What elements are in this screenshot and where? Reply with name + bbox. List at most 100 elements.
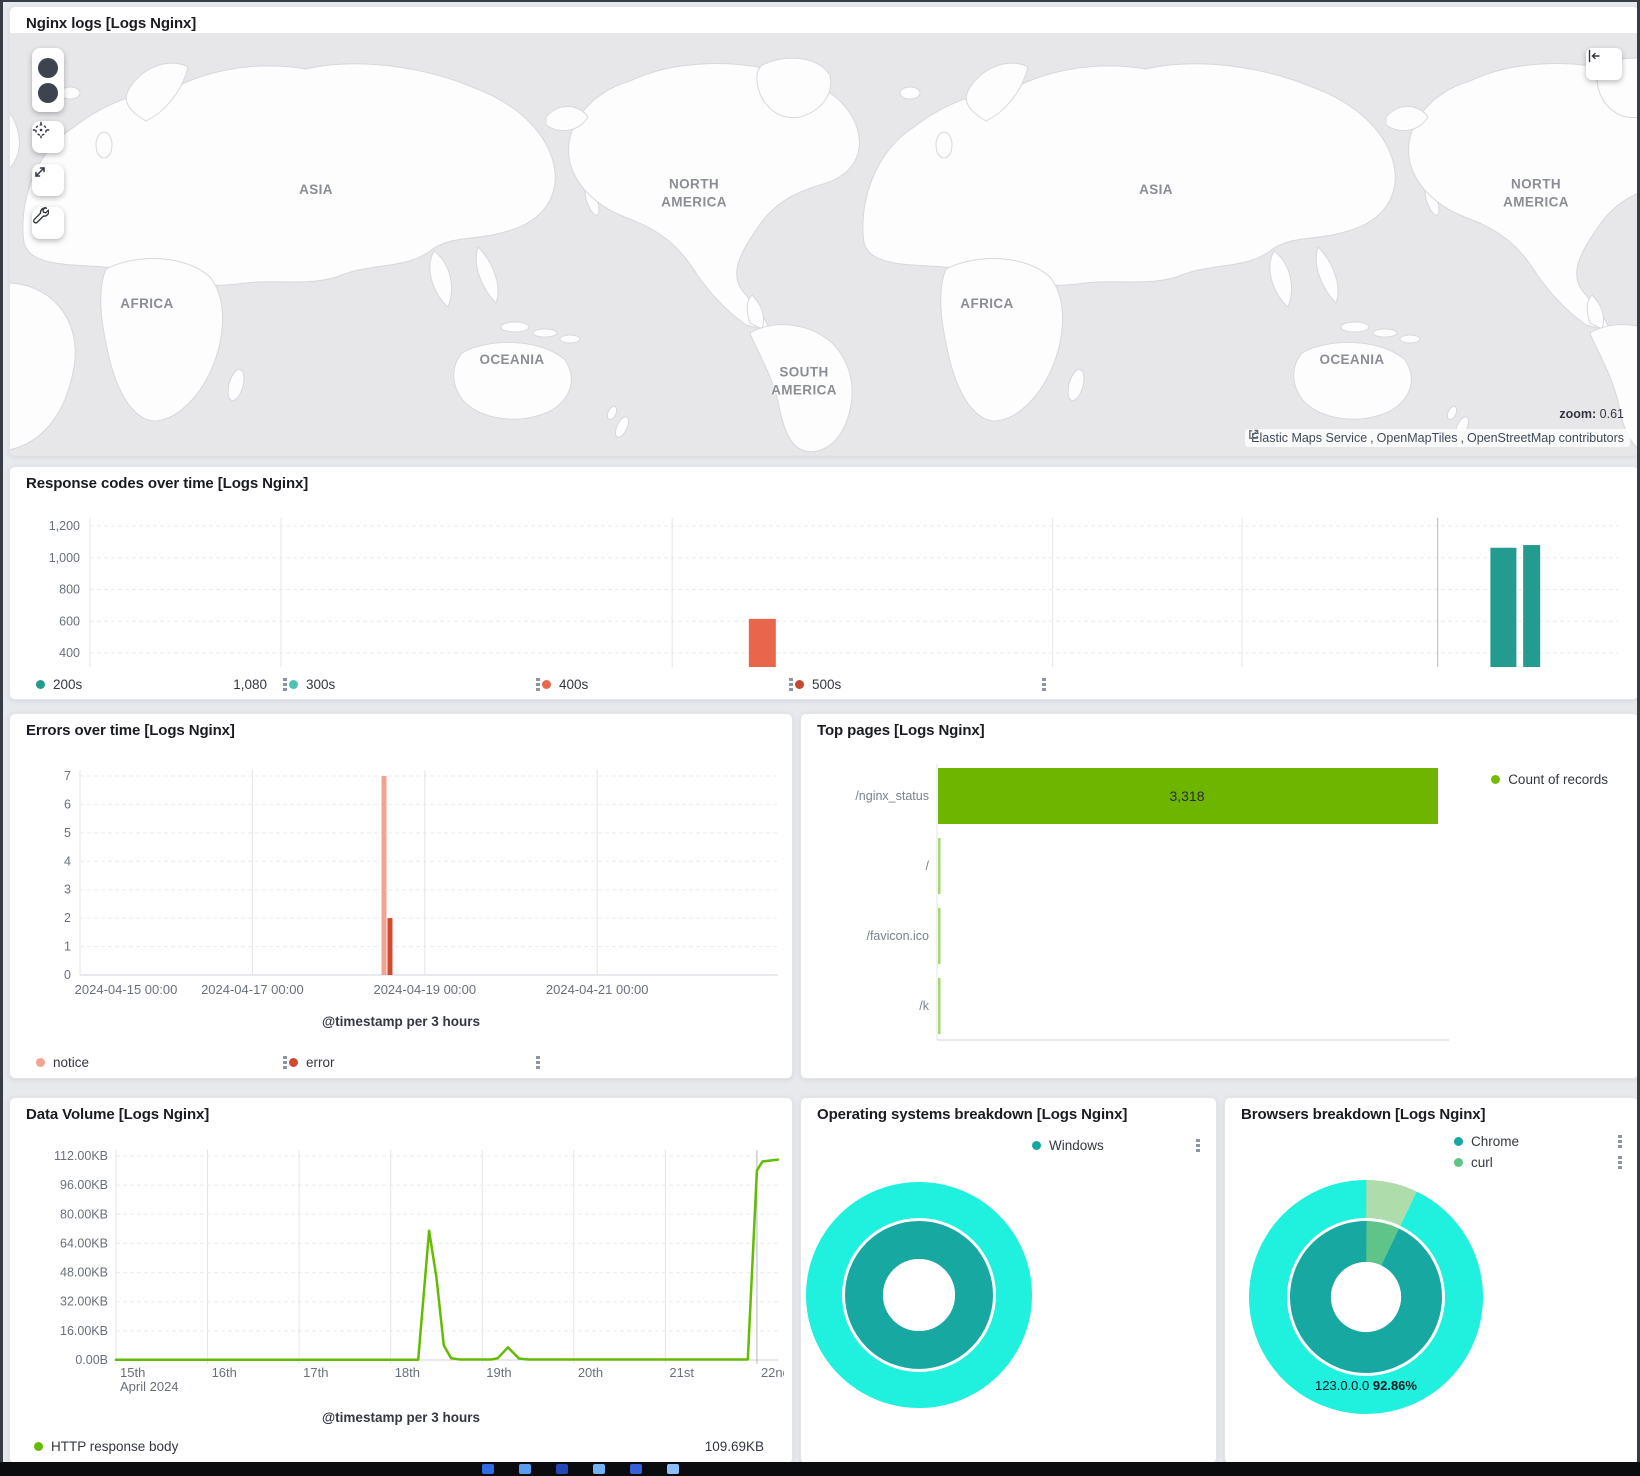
taskbar-app-icon[interactable] bbox=[630, 1464, 642, 1474]
minus-icon bbox=[32, 53, 44, 55]
errors-chart[interactable]: 0 1 2 3 4 5 6 7 2024-04-15 00:00 2024-04-17 00:00… bbox=[18, 740, 784, 1006]
legend-item-300s[interactable]: 300s bbox=[289, 677, 542, 692]
legend-item-count-of-records[interactable]: Count of records bbox=[1491, 772, 1616, 787]
bar-/k[interactable] bbox=[938, 978, 941, 1034]
svg-text:2: 2 bbox=[64, 911, 71, 925]
data-volume-chart[interactable]: 0.00B 16.00KB 32.00KB 48.00KB 64.00KB 80.00KB… bbox=[18, 1132, 784, 1404]
bar-400s[interactable] bbox=[748, 618, 776, 667]
os-legend: Windows bbox=[1032, 1138, 1202, 1153]
bar-/nginx_status[interactable] bbox=[938, 768, 1438, 824]
svg-text:5: 5 bbox=[64, 826, 71, 840]
legend-collapse-button[interactable] bbox=[1586, 48, 1622, 80]
errors-legend: notice error bbox=[36, 1055, 776, 1070]
x-axis-title: @timestamp per 3 hours bbox=[322, 1014, 480, 1029]
legend-actions-icon[interactable] bbox=[1042, 677, 1046, 692]
collapse-left-icon bbox=[1588, 49, 1600, 63]
panel-title: Operating systems breakdown [Logs Nginx] bbox=[817, 1106, 1128, 1123]
legend-item-windows[interactable]: Windows bbox=[1032, 1138, 1202, 1153]
taskbar-app-icon[interactable] bbox=[593, 1464, 605, 1474]
legend-label: Chrome bbox=[1471, 1134, 1520, 1149]
legend-actions-icon[interactable] bbox=[1618, 1155, 1622, 1170]
legend-item-http-response-body[interactable]: HTTP response body 109.69KB bbox=[34, 1439, 772, 1454]
legend-value: 1,080 bbox=[233, 677, 267, 692]
panel-top-pages: Top pages [Logs Nginx] /nginx_status 3,31… bbox=[800, 713, 1637, 1079]
os-donut-chart[interactable] bbox=[801, 1158, 1051, 1458]
slice-annotation: 123.0.0.0 92.86% bbox=[1315, 1378, 1417, 1393]
svg-text:1: 1 bbox=[64, 940, 71, 954]
legend-actions-icon[interactable] bbox=[536, 677, 540, 692]
legend-actions-icon[interactable] bbox=[283, 1055, 287, 1070]
legend-label: Windows bbox=[1049, 1138, 1104, 1153]
taskbar[interactable] bbox=[0, 1462, 1640, 1476]
taskbar-app-icon[interactable] bbox=[519, 1464, 531, 1474]
world-map[interactable]: ASIA NORTH AMERICA AFRICA OCEANIA SOUTH … bbox=[10, 33, 1637, 455]
map-label-north-america: NORTH AMERICA bbox=[661, 176, 727, 209]
legend-item-curl[interactable]: curl bbox=[1454, 1155, 1624, 1170]
attribution-link[interactable]: OpenStreetMap contributors bbox=[1466, 431, 1624, 445]
svg-text:96.00KB: 96.00KB bbox=[60, 1178, 108, 1192]
legend-item-500s[interactable]: 500s bbox=[795, 677, 1048, 692]
bar-200s[interactable] bbox=[1490, 547, 1517, 667]
svg-text:16th: 16th bbox=[212, 1365, 237, 1380]
donut-slice[interactable] bbox=[806, 1182, 1032, 1408]
legend-actions-icon[interactable] bbox=[1196, 1138, 1200, 1153]
legend-item-notice[interactable]: notice bbox=[36, 1055, 289, 1070]
svg-text:19th: 19th bbox=[486, 1365, 511, 1380]
x-axis-title: @timestamp per 3 hours bbox=[322, 1410, 480, 1425]
bar-/[interactable] bbox=[938, 838, 941, 894]
legend-item-error[interactable]: error bbox=[289, 1055, 542, 1070]
svg-text:/favicon.ico: /favicon.ico bbox=[866, 929, 929, 943]
map-label-oceania-2: OCEANIA bbox=[1319, 352, 1385, 368]
tools-button[interactable] bbox=[32, 207, 64, 239]
attribution-link[interactable]: Elastic Maps Service bbox=[1251, 431, 1368, 445]
bar-error[interactable] bbox=[387, 918, 393, 975]
legend-item-200s[interactable]: 200s 1,080 bbox=[36, 677, 289, 692]
legend-actions-icon[interactable] bbox=[536, 1055, 540, 1070]
top-pages-legend: Count of records bbox=[1491, 772, 1616, 787]
map-label-south-america: SOUTH AMERICA bbox=[771, 364, 837, 397]
legend-item-chrome[interactable]: Chrome bbox=[1454, 1134, 1624, 1149]
svg-text:18th: 18th bbox=[395, 1365, 420, 1380]
panel-title: Errors over time [Logs Nginx] bbox=[26, 722, 235, 739]
zoom-in-button[interactable] bbox=[32, 48, 58, 78]
locate-button[interactable] bbox=[32, 121, 64, 153]
top-pages-chart[interactable]: /nginx_status 3,318 / /favicon.ico/k bbox=[809, 744, 1489, 1064]
map-label-north-america-2: NORTH AMERICA bbox=[1503, 176, 1569, 209]
line-series-http-response-body[interactable] bbox=[114, 1158, 780, 1361]
legend-label: Count of records bbox=[1508, 772, 1608, 787]
bar-notice[interactable] bbox=[381, 776, 387, 975]
panel-response-codes: Response codes over time [Logs Nginx] 40… bbox=[9, 466, 1637, 700]
svg-text:7: 7 bbox=[64, 769, 71, 783]
legend-dot bbox=[1491, 775, 1501, 784]
legend-dot bbox=[1454, 1158, 1463, 1167]
legend-item-400s[interactable]: 400s bbox=[542, 677, 795, 692]
panel-os-breakdown: Operating systems breakdown [Logs Nginx]… bbox=[800, 1097, 1217, 1462]
bar-200s[interactable] bbox=[1523, 545, 1541, 667]
svg-text:21st: 21st bbox=[669, 1365, 694, 1380]
legend-actions-icon[interactable] bbox=[1618, 1134, 1622, 1149]
response-codes-chart[interactable]: 400 600 800 1,000 1,200 bbox=[20, 485, 1628, 667]
legend-actions-icon[interactable] bbox=[789, 677, 793, 692]
fit-to-data-button[interactable] bbox=[32, 164, 64, 196]
svg-text:1,200: 1,200 bbox=[49, 519, 80, 533]
map-zoom-control bbox=[32, 48, 64, 112]
attribution-link[interactable]: OpenMapTiles bbox=[1376, 431, 1458, 445]
legend-label: error bbox=[306, 1055, 335, 1070]
taskbar-app-icon[interactable] bbox=[667, 1464, 679, 1474]
taskbar-app-icon[interactable] bbox=[482, 1464, 494, 1474]
svg-text:1,000: 1,000 bbox=[49, 551, 80, 565]
legend-dot bbox=[289, 680, 298, 689]
zoom-out-button[interactable] bbox=[32, 53, 58, 103]
panel-errors-over-time: Errors over time [Logs Nginx] 0 1 2 3 4 5 6 7 20… bbox=[9, 713, 793, 1079]
donut-slice-windows[interactable] bbox=[845, 1221, 993, 1369]
bar-/favicon.ico[interactable] bbox=[938, 908, 941, 964]
svg-text:64.00KB: 64.00KB bbox=[60, 1236, 108, 1250]
legend-actions-icon[interactable] bbox=[283, 677, 287, 692]
svg-text:112.00KB: 112.00KB bbox=[54, 1149, 108, 1163]
taskbar-app-icon[interactable] bbox=[556, 1464, 568, 1474]
browsers-donut-chart[interactable] bbox=[1225, 1158, 1525, 1462]
legend-label: 300s bbox=[306, 677, 336, 692]
svg-text:2024-04-21 00:00: 2024-04-21 00:00 bbox=[546, 982, 649, 997]
svg-text:/nginx_status: /nginx_status bbox=[855, 789, 929, 803]
legend-dot bbox=[36, 1058, 45, 1067]
